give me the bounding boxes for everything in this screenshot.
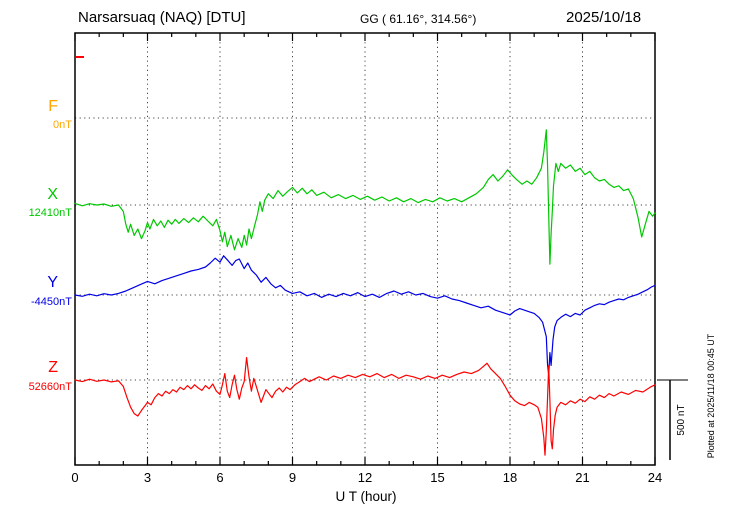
plot-date: 2025/10/18 (566, 9, 642, 26)
station-title: Narsarsuaq (NAQ) [DTU] (78, 9, 246, 26)
x-tick-label-18: 18 (502, 470, 518, 485)
component-baseline-Y: -4450nT (31, 296, 72, 308)
component-baseline-F: 0nT (53, 119, 72, 131)
component-baseline-Z: 52660nT (28, 381, 72, 393)
component-label-Z: Z (48, 359, 58, 376)
x-tick-label-21: 21 (575, 470, 590, 485)
trace-Z (74, 357, 656, 456)
plotted-at-note: Plotted at 2025/11/18 00:45 UT (706, 333, 716, 458)
component-label-X: X (47, 186, 58, 203)
x-tick-label-6: 6 (216, 470, 224, 485)
geographic-coordinates: GG ( 61.16°, 314.56°) (360, 12, 477, 26)
x-tick-label-0: 0 (71, 470, 79, 485)
plot-frame (74, 32, 656, 466)
x-axis-title: U T (hour) (335, 489, 397, 504)
x-tick-label-3: 3 (143, 470, 152, 485)
component-label-Y: Y (47, 274, 58, 291)
trace-Y (74, 255, 656, 376)
component-label-F: F (48, 98, 58, 115)
scale-bar-label: 500 nT (676, 404, 687, 435)
x-tick-label-12: 12 (357, 470, 373, 485)
x-tick-label-24: 24 (647, 470, 663, 485)
x-tick-label-9: 9 (288, 470, 297, 485)
x-tick-label-15: 15 (430, 470, 445, 485)
trace-X (74, 129, 656, 265)
component-baseline-X: 12410nT (28, 207, 72, 219)
